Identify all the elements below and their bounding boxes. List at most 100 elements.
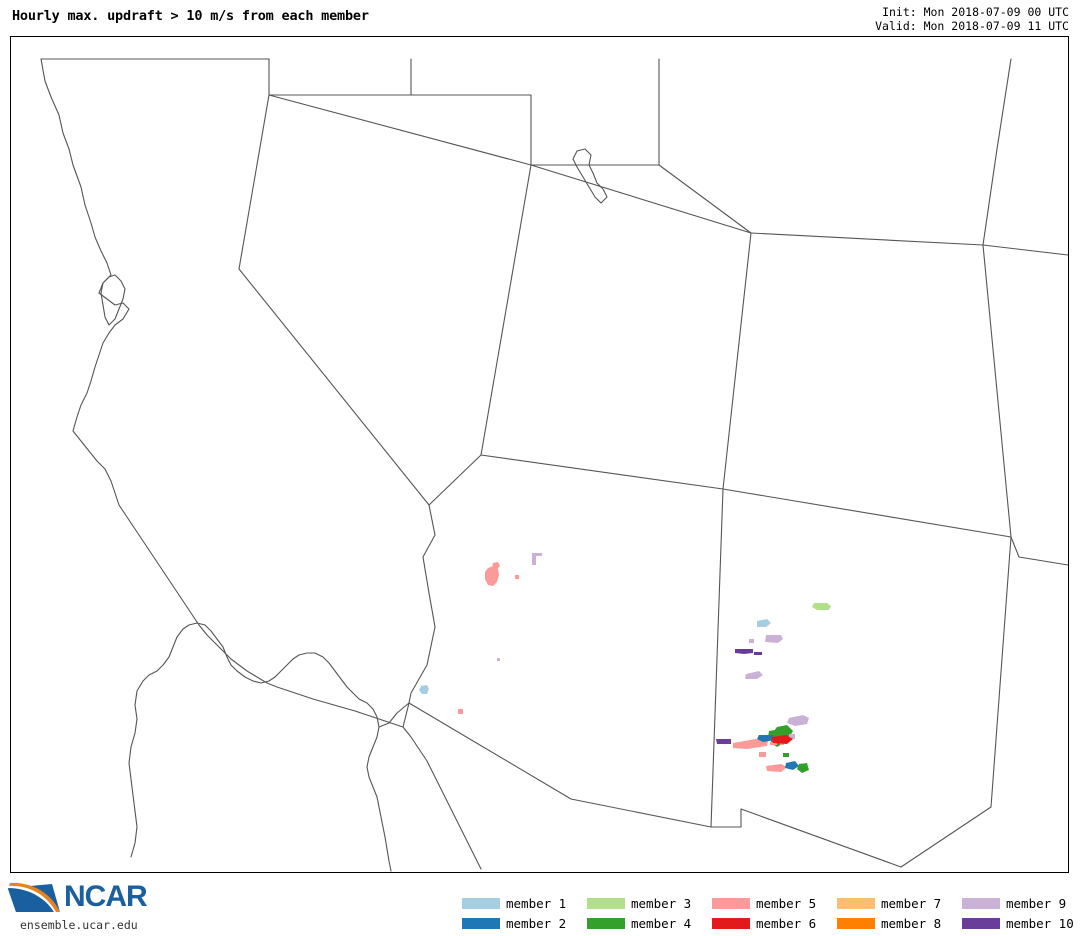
cell-member-2: [757, 735, 775, 742]
border-co-nm: [722, 488, 1012, 538]
border-id-nv-ut: [410, 94, 660, 166]
border-wy-ne: [982, 58, 1012, 246]
legend-column-5: member 9 member 10: [962, 894, 1080, 934]
ncar-wordmark: NCAR: [64, 880, 148, 913]
cell-member-10: [754, 652, 762, 655]
cell-member-5: [759, 752, 766, 757]
legend-swatch: [962, 918, 1000, 929]
legend-item[interactable]: member 5: [712, 894, 837, 914]
cell-member-4: [797, 763, 809, 773]
cell-member-3: [812, 603, 831, 610]
valid-time: Valid: Mon 2018-07-09 11 UTC: [875, 19, 1069, 33]
legend-swatch: [712, 898, 750, 909]
legend-item[interactable]: member 8: [837, 914, 962, 934]
legend-label: member 8: [881, 916, 942, 931]
forecast-timestamps: Init: Mon 2018-07-09 00 UTC Valid: Mon 2…: [875, 5, 1069, 33]
legend-item[interactable]: member 3: [587, 894, 712, 914]
legend-swatch: [837, 918, 875, 929]
init-time: Init: Mon 2018-07-09 00 UTC: [882, 5, 1069, 19]
legend-swatch: [962, 898, 1000, 909]
state-and-coast-boundaries: [40, 58, 608, 872]
gulf-of-california: [314, 652, 392, 872]
legend-label: member 10: [1006, 916, 1074, 931]
legend-swatch: [587, 918, 625, 929]
legend-label: member 4: [631, 916, 692, 931]
cell-member-9: [532, 553, 542, 565]
legend-swatch: [462, 898, 500, 909]
border-wy-north: [658, 164, 752, 234]
border-ca-mex: [378, 702, 410, 728]
legend-item[interactable]: member 7: [837, 894, 962, 914]
legend-column-2: member 3 member 4: [587, 894, 712, 934]
cell-member-10: [716, 739, 731, 744]
cell-member-9: [787, 715, 809, 726]
legend-swatch: [587, 898, 625, 909]
cell-member-5: [492, 562, 500, 569]
member-legend: member 1 member 2 member 3 member 4 memb…: [462, 894, 1074, 934]
border-nm-tx: [900, 536, 1012, 868]
legend-item[interactable]: member 4: [587, 914, 712, 934]
legend-column-1: member 1 member 2: [462, 894, 587, 934]
legend-label: member 2: [506, 916, 567, 931]
border-az-mex: [408, 702, 712, 828]
border-nm-mex: [710, 808, 902, 868]
cell-member-4: [783, 753, 789, 757]
border-ne-ks: [982, 244, 1068, 256]
legend-swatch: [462, 918, 500, 929]
cell-member-9: [765, 635, 783, 643]
map-canvas: [40, 58, 1068, 872]
san-francisco-bay: [100, 274, 126, 326]
sonora-coastline: [402, 726, 482, 870]
border-or-nv: [268, 58, 412, 96]
legend-item[interactable]: member 10: [962, 914, 1080, 934]
cell-member-1: [757, 619, 771, 627]
border-ca-az-south: [402, 702, 410, 728]
ensemble-updraft-cells: [419, 553, 831, 773]
cell-member-9: [749, 639, 754, 643]
cell-member-9: [497, 658, 500, 661]
cell-member-5: [458, 709, 463, 714]
legend-column-3: member 5 member 6: [712, 894, 837, 934]
legend-label: member 7: [881, 896, 942, 911]
cluster-nm-lower: [716, 715, 809, 773]
cell-member-1: [419, 685, 429, 694]
legend-item[interactable]: member 9: [962, 894, 1080, 914]
ncar-logo[interactable]: NCAR ensemble.ucar.edu: [8, 880, 178, 932]
legend-column-4: member 7 member 8: [837, 894, 962, 934]
cell-member-5: [485, 566, 499, 586]
legend-item[interactable]: member 2: [462, 914, 587, 934]
cell-member-10: [735, 649, 753, 654]
border-ca-az: [408, 504, 436, 704]
legend-label: member 1: [506, 896, 567, 911]
state-boundaries: [40, 58, 1068, 868]
border-nv-ut: [268, 94, 532, 506]
legend-label: member 9: [1006, 896, 1067, 911]
cell-member-6: [771, 735, 793, 744]
cluster-nm-upper: [735, 603, 831, 679]
cell-member-5: [515, 575, 519, 579]
ncar-logo-mark: [8, 882, 60, 912]
cell-member-5: [733, 739, 768, 749]
legend-label: member 3: [631, 896, 692, 911]
border-ut-co: [530, 164, 752, 490]
ensemble-url[interactable]: ensemble.ucar.edu: [20, 918, 138, 932]
legend-swatch: [712, 918, 750, 929]
border-ut-az: [480, 454, 724, 490]
cell-member-9: [789, 734, 795, 739]
legend-label: member 6: [756, 916, 817, 931]
legend-swatch: [837, 898, 875, 909]
legend-item[interactable]: member 6: [712, 914, 837, 934]
border-nv-ca: [238, 94, 430, 506]
legend-label: member 5: [756, 896, 817, 911]
cell-member-5: [766, 764, 787, 772]
legend-item[interactable]: member 1: [462, 894, 587, 914]
cell-member-5: [770, 742, 777, 745]
cell-member-2: [785, 761, 799, 770]
california-coastline: [40, 58, 404, 728]
cluster-central-arizona: [419, 553, 542, 714]
cell-member-9: [745, 671, 763, 679]
map-panel: [10, 36, 1069, 873]
border-co-ks: [982, 244, 1012, 538]
great-salt-lake: [572, 148, 608, 204]
